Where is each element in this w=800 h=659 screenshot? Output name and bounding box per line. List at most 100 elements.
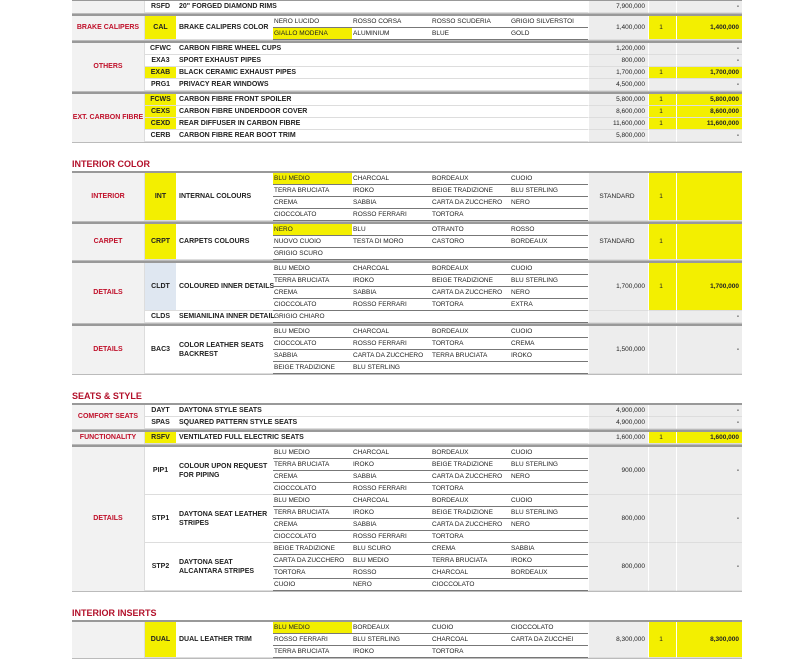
color-option[interactable]: SABBIA [510,543,588,555]
color-option[interactable] [510,646,588,658]
color-option[interactable] [510,531,588,543]
color-option[interactable]: ROSSO FERRARI [352,531,431,543]
color-option[interactable]: TERRA BRUCIATA [273,646,352,658]
color-option[interactable]: BLU STERLING [510,507,588,519]
color-option[interactable]: TORTORA [431,646,510,658]
color-option[interactable]: ROSSO [352,567,431,579]
color-option[interactable]: TORTORA [273,567,352,579]
color-option[interactable]: IROKO [352,275,431,287]
color-option[interactable]: CUOIO [510,447,588,459]
color-option[interactable] [431,248,510,260]
color-option[interactable] [510,311,588,323]
color-option[interactable] [431,311,510,323]
color-option[interactable]: CIOCCOLATO [273,209,352,221]
color-option[interactable]: CIOCCOLATO [273,483,352,495]
color-option[interactable]: BORDEAUX [510,567,588,579]
color-option[interactable]: TERRA BRUCIATA [273,459,352,471]
color-option[interactable]: BEIGE TRADIZIONE [431,185,510,197]
color-option[interactable]: ROSSO CORSA [352,16,431,28]
color-option[interactable]: SABBIA [273,350,352,362]
color-option[interactable]: BEIGE TRADIZIONE [273,543,352,555]
color-option[interactable]: ALUMINIUM [352,28,431,40]
color-option[interactable]: TORTORA [431,338,510,350]
color-option[interactable]: BLU STERLING [352,362,431,374]
color-option[interactable]: BLU MEDIO [273,263,352,275]
color-option[interactable]: NERO [510,197,588,209]
color-option[interactable]: NERO [510,471,588,483]
color-option[interactable]: CREMA [431,543,510,555]
color-option[interactable] [431,362,510,374]
color-option[interactable]: NERO [352,579,431,591]
color-option[interactable]: CIOCCOLATO [273,338,352,350]
color-option[interactable]: CHARCOAL [431,634,510,646]
color-option[interactable]: NERO [510,287,588,299]
color-option[interactable]: BEIGE TRADIZIONE [431,507,510,519]
color-option[interactable] [510,483,588,495]
color-option[interactable]: GRIGIO SCURO [273,248,352,260]
color-option[interactable] [510,209,588,221]
color-option[interactable]: BLU MEDIO [273,173,352,185]
color-option[interactable]: TERRA BRUCIATA [431,350,510,362]
color-option[interactable]: CHARCOAL [352,447,431,459]
color-option[interactable]: TORTORA [431,531,510,543]
color-option[interactable]: CUOIO [431,622,510,634]
color-option[interactable]: CIOCCOLATO [510,622,588,634]
color-option[interactable]: IROKO [352,646,431,658]
color-option[interactable]: CARTA DA ZUCCHERO [431,519,510,531]
color-option[interactable]: BEIGE TRADIZIONE [431,459,510,471]
color-option[interactable]: BLU SCURO [352,543,431,555]
color-option[interactable]: NERO [510,519,588,531]
color-option[interactable]: BEIGE TRADIZIONE [431,275,510,287]
color-option[interactable] [510,362,588,374]
color-option[interactable] [352,311,431,323]
color-option[interactable]: CARTA DA ZUCCHERO [431,197,510,209]
color-option[interactable]: BORDEAUX [431,173,510,185]
color-option[interactable]: SABBIA [352,471,431,483]
color-option[interactable]: CREMA [273,519,352,531]
color-option[interactable]: TERRA BRUCIATA [431,555,510,567]
color-option[interactable]: CARTA DA ZUCCHERO [431,287,510,299]
color-option[interactable]: CARTA DA ZUCCHEI [510,634,588,646]
color-option[interactable]: BLUE [431,28,510,40]
color-option[interactable]: NERO LUCIDO [273,16,352,28]
color-option[interactable]: CHARCOAL [352,495,431,507]
color-option[interactable]: CASTORO [431,236,510,248]
color-option[interactable]: BLU STERLING [352,634,431,646]
color-option[interactable]: BORDEAUX [510,236,588,248]
color-option[interactable]: TORTORA [431,483,510,495]
color-option[interactable]: ROSSO FERRARI [352,209,431,221]
color-option[interactable]: BLU STERLING [510,185,588,197]
color-option[interactable]: BLU MEDIO [273,495,352,507]
color-option[interactable] [510,579,588,591]
color-option[interactable]: BLU MEDIO [273,447,352,459]
color-option[interactable]: CUOIO [273,579,352,591]
color-option[interactable]: SABBIA [352,519,431,531]
color-option[interactable]: IROKO [352,459,431,471]
color-option[interactable]: IROKO [352,185,431,197]
color-option[interactable]: TERRA BRUCIATA [273,507,352,519]
color-option[interactable]: BORDEAUX [431,263,510,275]
color-option[interactable]: CREMA [273,197,352,209]
color-option[interactable]: BORDEAUX [352,622,431,634]
color-option[interactable]: IROKO [510,350,588,362]
color-option[interactable]: OTRANTO [431,224,510,236]
color-option[interactable]: BLU [352,224,431,236]
color-option[interactable]: BORDEAUX [431,326,510,338]
color-option[interactable]: BORDEAUX [431,495,510,507]
color-option[interactable]: SABBIA [352,287,431,299]
color-option[interactable]: BEIGE TRADIZIONE [273,362,352,374]
color-option[interactable]: BLU MEDIO [273,326,352,338]
color-option[interactable]: CUOIO [510,263,588,275]
color-option[interactable]: CUOIO [510,173,588,185]
color-option[interactable]: ROSSO [510,224,588,236]
color-option[interactable]: GRIGIO SILVERSTOI [510,16,588,28]
color-option[interactable]: BLU MEDIO [352,555,431,567]
color-option[interactable]: CHARCOAL [431,567,510,579]
color-option[interactable]: CUOIO [510,495,588,507]
color-option[interactable]: NUOVO CUOIO [273,236,352,248]
color-option[interactable]: CARTA DA ZUCCHERO [352,350,431,362]
color-option[interactable]: CARTA DA ZUCCHERO [431,471,510,483]
color-option[interactable]: ROSSO SCUDERIA [431,16,510,28]
color-option[interactable]: ROSSO FERRARI [352,338,431,350]
color-option[interactable]: CHARCOAL [352,263,431,275]
